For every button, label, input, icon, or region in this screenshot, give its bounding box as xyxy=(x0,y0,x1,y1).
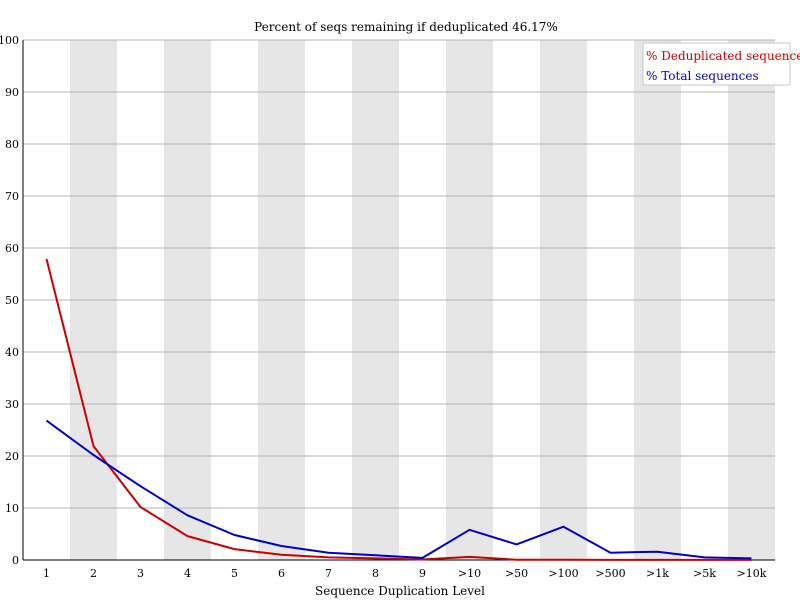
y-tick-label: 70 xyxy=(5,190,19,203)
legend-entry: % Total sequences xyxy=(646,69,759,83)
y-tick-label: 30 xyxy=(5,398,19,411)
x-tick-label: 5 xyxy=(231,567,238,580)
y-tick-label: 0 xyxy=(12,554,19,567)
x-tick-label: >50 xyxy=(505,567,528,580)
y-tick-label: 90 xyxy=(5,86,19,99)
x-tick-label: 2 xyxy=(90,567,97,580)
x-axis-label: Sequence Duplication Level xyxy=(315,584,485,598)
x-tick-label: 7 xyxy=(325,567,332,580)
x-tick-label: >1k xyxy=(646,567,669,580)
y-tick-label: 80 xyxy=(5,138,19,151)
x-tick-label: >10 xyxy=(458,567,481,580)
y-tick-label: 20 xyxy=(5,450,19,463)
x-tick-label: >5k xyxy=(693,567,716,580)
y-tick-label: 10 xyxy=(5,502,19,515)
x-tick-label: 8 xyxy=(372,567,379,580)
x-tick-label: 3 xyxy=(137,567,144,580)
x-tick-label: 6 xyxy=(278,567,285,580)
legend-entry: % Deduplicated sequences xyxy=(646,49,800,63)
y-tick-label: 100 xyxy=(0,34,19,47)
x-tick-label: >500 xyxy=(595,567,625,580)
x-tick-label: >10k xyxy=(737,567,767,580)
x-tick-label: 9 xyxy=(419,567,426,580)
x-tick-label: 4 xyxy=(184,567,191,580)
x-tick-label: >100 xyxy=(548,567,578,580)
y-tick-label: 60 xyxy=(5,242,19,255)
chart-title: Percent of seqs remaining if deduplicate… xyxy=(254,20,558,34)
x-tick-label: 1 xyxy=(43,567,50,580)
y-tick-label: 40 xyxy=(5,346,19,359)
y-tick-label: 50 xyxy=(5,294,19,307)
legend: % Deduplicated sequences % Total sequence… xyxy=(643,43,800,85)
